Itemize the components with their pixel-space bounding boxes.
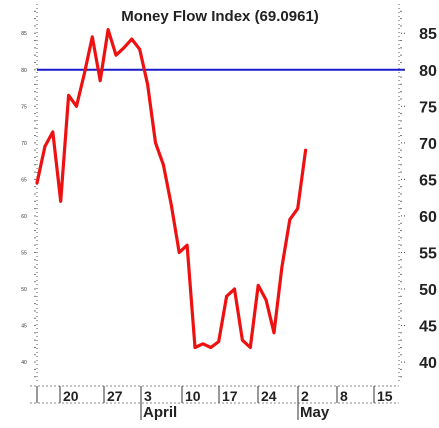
y-axis: 40 40 45 45 50 50 55 55 60 60 65 65 70 70 75 75 80 80 85 85 — [21, 10, 437, 378]
y-tick-label: 70 — [419, 136, 437, 153]
x-tick-label: 27 — [107, 388, 123, 404]
x-tick-label: 2 — [301, 388, 309, 404]
y-tick-label: 80 — [419, 63, 437, 80]
x-tick-label: 15 — [377, 388, 393, 404]
month-label: April — [143, 404, 177, 421]
grid — [36, 4, 400, 384]
y-tick-label-left: 70 — [21, 141, 27, 147]
y-tick-label-left: 55 — [21, 250, 27, 256]
series-line — [35, 28, 308, 350]
x-tick-label: 17 — [222, 388, 238, 404]
y-tick-label: 55 — [419, 245, 437, 262]
y-tick-label: 85 — [419, 26, 437, 43]
y-tick-label: 40 — [419, 355, 437, 372]
x-tick-label: 3 — [144, 388, 152, 404]
y-tick-label: 60 — [419, 209, 437, 226]
y-tick-label-left: 50 — [21, 287, 27, 293]
x-tick-label: 8 — [340, 388, 348, 404]
y-tick-label-left: 60 — [21, 214, 27, 220]
x-tick-label: 10 — [185, 388, 201, 404]
y-tick-label-left: 40 — [21, 360, 27, 366]
y-tick-label-left: 80 — [21, 68, 27, 74]
x-axis: 20 27 3 10 17 24 2 8 15 April May — [30, 385, 399, 421]
x-tick-label: 20 — [63, 388, 79, 404]
y-tick-label: 45 — [419, 319, 437, 336]
y-tick-label: 50 — [419, 282, 437, 299]
series-group — [35, 28, 308, 350]
y-tick-label-left: 75 — [21, 104, 27, 110]
y-tick-label-left: 45 — [21, 324, 27, 330]
y-tick-label: 65 — [419, 172, 437, 189]
y-tick-label: 75 — [419, 99, 437, 116]
y-tick-label-left: 85 — [21, 31, 27, 37]
x-tick-label: 24 — [261, 388, 277, 404]
month-label: May — [300, 404, 330, 421]
y-tick-label-left: 65 — [21, 177, 27, 183]
chart-title: Money Flow Index (69.0961) — [121, 8, 319, 25]
